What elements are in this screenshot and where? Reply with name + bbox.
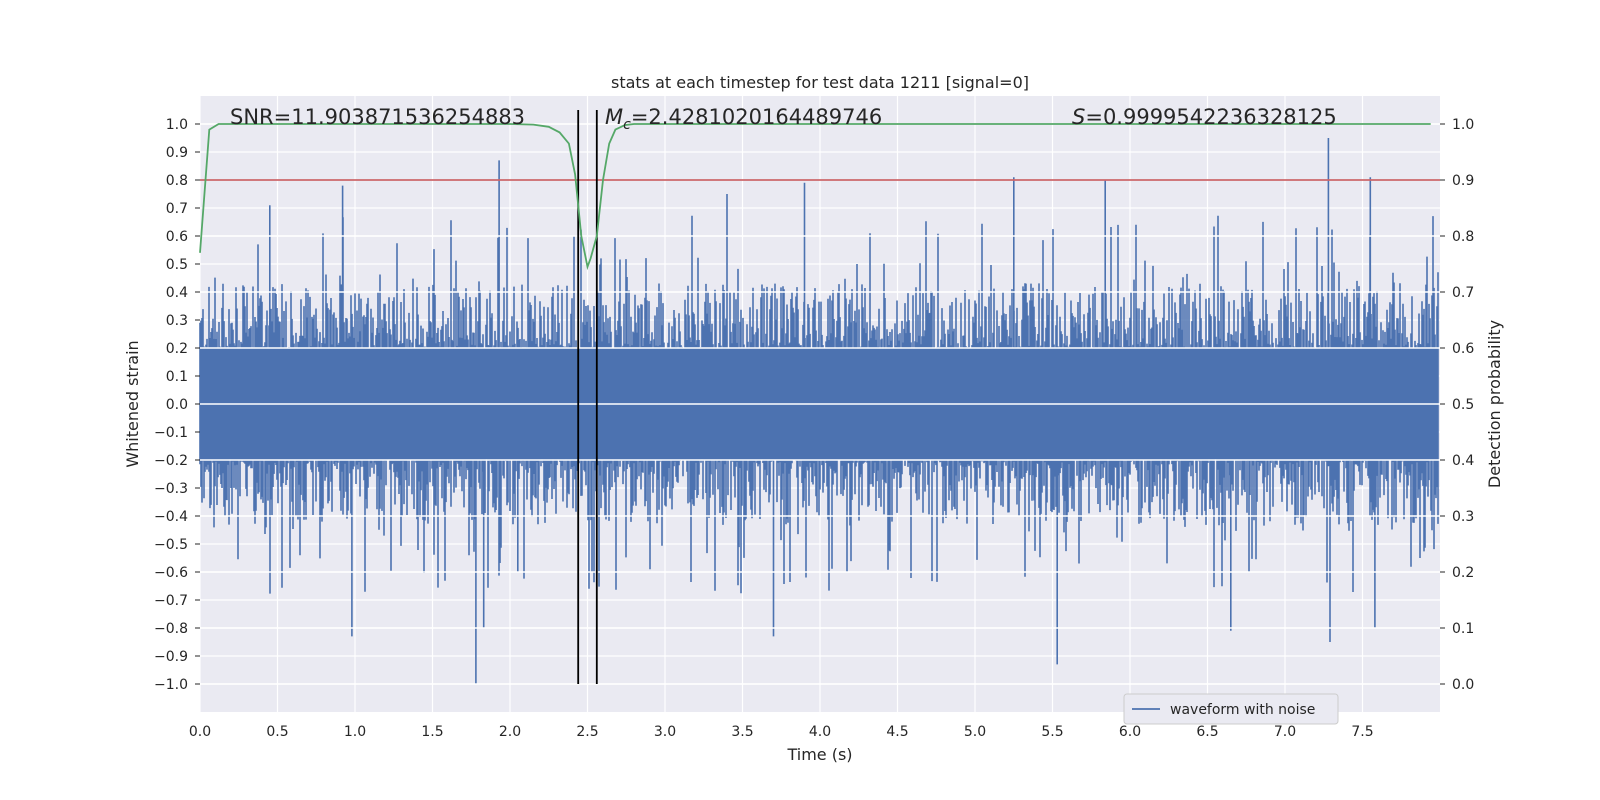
x-tick-label: 4.0 [809,724,831,740]
y-right-tick-label: 0.3 [1452,509,1474,525]
y-right-tick-label: 0.9 [1452,173,1474,189]
y-left-tick-label: 1.0 [166,117,188,133]
y-left-tick-label: 0.0 [166,397,188,413]
chirp-mass-symbol: M [605,105,623,129]
x-axis-label: Time (s) [786,745,852,764]
y-right-tick-label: 0.5 [1452,397,1474,413]
x-tick-label: 7.5 [1351,724,1373,740]
x-tick-label: 0.0 [189,724,211,740]
x-tick-label: 5.0 [964,724,986,740]
y-axis-right-label: Detection probability [1485,320,1504,488]
x-tick-label: 0.5 [266,724,288,740]
s-annotation: S=0.9999542236328125 [1072,105,1337,129]
y-left-tick-label: −0.9 [154,649,188,665]
chirp-mass-annotation: Mc=2.4281020164489746 [605,105,882,133]
s-symbol: S [1072,105,1085,129]
x-tick-label: 5.5 [1041,724,1063,740]
axes: 0.0 0.5 1.0 1.5 2.0 2.5 3.0 3.5 4.0 4.5 5.0 5.5 6.0 6… [154,117,1474,740]
waveform-series [199,138,1439,684]
x-tick-label: 1.0 [344,724,366,740]
y-left-tick-label: −0.4 [154,509,188,525]
s-value: =0.9999542236328125 [1085,105,1336,129]
snr-annotation: SNR=11.903871536254883 [230,105,525,129]
y-left-tick-label: −0.2 [154,453,188,469]
chart-title: stats at each timestep for test data 121… [611,73,1029,92]
legend-label: waveform with noise [1170,702,1315,718]
x-tick-label: 3.5 [731,724,753,740]
y-left-tick-label: −0.7 [154,593,188,609]
y-left-tick-label: −0.8 [154,621,188,637]
y-left-tick-label: 0.4 [166,285,188,301]
probability-line [199,123,1431,271]
y-left-tick-label: −0.5 [154,537,188,553]
y-left-tick-label: 0.1 [166,369,188,385]
y-left-tick-label: −0.6 [154,565,188,581]
y-right-tick-label: 0.4 [1452,453,1474,469]
chirp-mass-value: =2.4281020164489746 [631,105,882,129]
y-right-tick-label: 0.8 [1452,229,1474,245]
y-left-tick-label: −1.0 [154,677,188,693]
y-left-tick-label: 0.5 [166,257,188,273]
y-right-tick-label: 0.6 [1452,341,1474,357]
y-left-tick-label: −0.1 [154,425,188,441]
x-tick-label: 2.5 [576,724,598,740]
x-tick-label: 4.5 [886,724,908,740]
x-tick-label: 2.0 [499,724,521,740]
x-tick-label: 1.5 [421,724,443,740]
y-left-tick-label: 0.7 [166,201,188,217]
y-left-tick-label: 0.6 [166,229,188,245]
x-tick-label: 6.0 [1119,724,1141,740]
y-left-tick-label: −0.3 [154,481,188,497]
x-tick-label: 3.0 [654,724,676,740]
y-left-tick-label: 0.9 [166,145,188,161]
y-right-tick-label: 0.2 [1452,565,1474,581]
legend: waveform with noise [1123,693,1339,725]
waveform-line [199,138,1439,684]
y-right-tick-label: 0.7 [1452,285,1474,301]
y-right-tick-label: 0.0 [1452,677,1474,693]
y-left-tick-label: 0.8 [166,173,188,189]
y-axis-left-label: Whitened strain [123,340,142,467]
x-tick-label: 7.0 [1274,724,1296,740]
y-right-tick-label: 0.1 [1452,621,1474,637]
overlay [199,110,1440,685]
x-tick-label: 6.5 [1196,724,1218,740]
y-right-tick-label: 1.0 [1452,117,1474,133]
y-left-tick-label: 0.3 [166,313,188,329]
y-left-tick-label: 0.2 [166,341,188,357]
chirp-mass-subscript: c [623,117,631,133]
legend-box [1123,693,1339,725]
